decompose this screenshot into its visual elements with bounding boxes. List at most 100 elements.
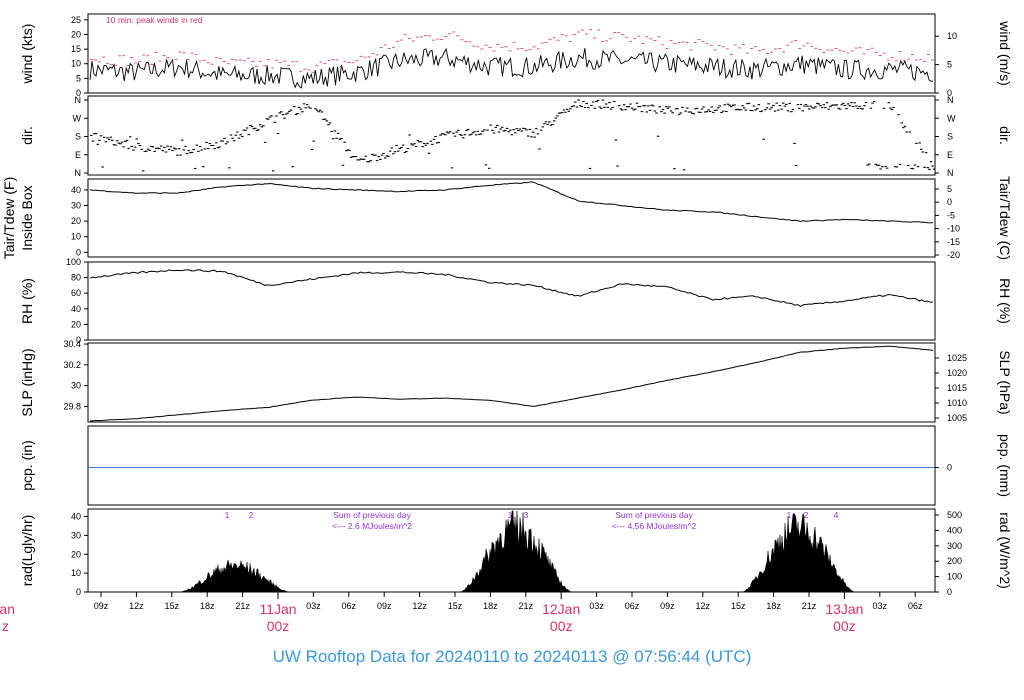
x-tick-label: 03z: [589, 601, 604, 611]
wind-ylabel-right: wind (m/s): [997, 20, 1013, 86]
wind-panel-frame: [87, 13, 936, 94]
slp-ytick-right-label: 1025: [947, 353, 967, 363]
x-tick-label: 12z: [129, 601, 144, 611]
dir-ylabel-right: dir.: [997, 126, 1013, 145]
rad-ytick-label: 0: [76, 587, 81, 597]
rad-marker: 4: [834, 510, 839, 520]
wind-annotation: 10 min. peak winds in red: [106, 15, 203, 25]
rad-ytick-right-label: 200: [947, 556, 962, 566]
rad-marker: 1: [508, 510, 513, 520]
x-tick-label: 09z: [377, 601, 392, 611]
slp-ytick-right-label: 1010: [947, 398, 967, 408]
rh-line: [89, 269, 934, 307]
dir-ytick-right-label: N: [947, 168, 954, 178]
rad-note-line1: Sum of previous day: [615, 510, 693, 520]
temp-ytick-label: 30: [71, 201, 81, 211]
pcp-panel-frame: [87, 425, 936, 506]
wind-mean-line: [89, 47, 934, 89]
rad-marker: 3: [524, 510, 529, 520]
rad-ytick-label: 30: [71, 530, 81, 540]
x-tick-label: 09z: [660, 601, 675, 611]
dir-ytick-label: E: [75, 150, 81, 160]
slp-ytick-label: 30: [71, 381, 81, 391]
wind-ytick-label: 15: [71, 44, 81, 54]
rh-ytick-label: 20: [71, 319, 81, 329]
wind-ytick-right-label: 5: [947, 60, 952, 70]
temp-ytick-right-label: -10: [947, 224, 960, 234]
rh-ylabel: RH (%): [19, 278, 35, 324]
slp-ytick-label: 30.2: [63, 360, 81, 370]
rad-note-line2: <--- 2.6 MJoules/m^2: [332, 521, 412, 531]
rh-ylabel-right: RH (%): [997, 278, 1013, 324]
slp-panel-frame: [87, 342, 936, 423]
rad-ytick-right-label: 100: [947, 572, 962, 582]
x-tick-label: 15z: [165, 601, 180, 611]
rad-note-line2: <--- 4.56 MJoules/m^2: [612, 521, 697, 531]
temp-ylabel: Tair/Tdew (F): [1, 177, 17, 259]
x-tick-label: 15z: [448, 601, 463, 611]
rad-ytick-right-label: 0: [947, 587, 952, 597]
wind-ytick-right-label: 10: [947, 31, 957, 41]
dir-ytick-right-label: W: [947, 113, 956, 123]
pcp-ytick-right-label: 0: [947, 463, 952, 473]
x-tick-label: 06z: [342, 601, 357, 611]
day-label-date: 12Jan: [542, 601, 580, 617]
temp-ytick-right-label: 5: [947, 184, 952, 194]
rh-ytick-label: 60: [71, 288, 81, 298]
dir-ytick-label: S: [75, 132, 81, 142]
x-tick-label: 09z: [94, 601, 109, 611]
temp-ytick-right-label: -5: [947, 210, 955, 220]
wind-ytick-right-label: 0: [947, 88, 952, 98]
rh-panel-frame: [87, 261, 936, 341]
x-tick-label: 21z: [802, 601, 817, 611]
dir-ytick-right-label: N: [947, 95, 954, 105]
slp-ytick-label: 29.8: [63, 401, 81, 411]
footer-title: UW Rooftop Data for 20240110 to 20240113…: [272, 647, 752, 666]
rad-day-area: [459, 510, 573, 593]
temp-ytick-right-label: 0: [947, 197, 952, 207]
x-tick-label: 12z: [412, 601, 427, 611]
day-label-cut-date: an: [0, 601, 15, 617]
dir-ytick-right-label: E: [947, 150, 953, 160]
slp-ylabel-right: SLP (hPa): [997, 350, 1013, 414]
x-tick-label: 18z: [200, 601, 215, 611]
rad-ylabel: rad(Lgly/hr): [19, 515, 35, 587]
rad-ytick-right-label: 400: [947, 525, 962, 535]
wind-ytick-label: 10: [71, 59, 81, 69]
day-label-date: 13Jan: [825, 601, 863, 617]
rad-ytick-label: 20: [71, 549, 81, 559]
x-tick-label: 21z: [519, 601, 534, 611]
rad-ytick-label: 40: [71, 512, 81, 522]
rad-day-area: [741, 513, 856, 593]
dir-ytick-right-label: S: [947, 132, 953, 142]
wind-ytick-label: 25: [71, 15, 81, 25]
dir-panel-frame: [87, 95, 936, 176]
x-tick-label: 18z: [483, 601, 498, 611]
temp-ylabel-2: Inside Box: [19, 185, 35, 250]
wind-ylabel: wind (kts): [19, 24, 35, 85]
slp-ytick-right-label: 1015: [947, 383, 967, 393]
x-tick-label: 03z: [873, 601, 888, 611]
x-tick-label: 15z: [731, 601, 746, 611]
rad-ytick-right-label: 500: [947, 510, 962, 520]
temp-ytick-label: 0: [76, 247, 81, 257]
dir-ytick-label: W: [73, 113, 82, 123]
rad-day-area: [179, 559, 291, 593]
rad-note-line1: Sum of previous day: [333, 510, 411, 520]
temp-ytick-label: 20: [71, 216, 81, 226]
rh-ytick-label: 0: [76, 335, 81, 345]
slp-ylabel: SLP (inHg): [19, 348, 35, 416]
day-label-time: 00z: [550, 618, 573, 634]
wind-ytick-label: 0: [76, 88, 81, 98]
pcp-ylabel: pcp. (in): [19, 440, 35, 491]
rad-ytick-right-label: 300: [947, 541, 962, 551]
slp-ytick-right-label: 1020: [947, 368, 967, 378]
rh-ytick-label: 80: [71, 273, 81, 283]
x-tick-label: 06z: [625, 601, 640, 611]
slp-ytick-label: 30.4: [63, 339, 81, 349]
dir-ytick-label: N: [75, 168, 82, 178]
temp-ytick-label: 10: [71, 232, 81, 242]
dir-ylabel: dir.: [19, 126, 35, 145]
dir-ytick-label: N: [75, 95, 82, 105]
